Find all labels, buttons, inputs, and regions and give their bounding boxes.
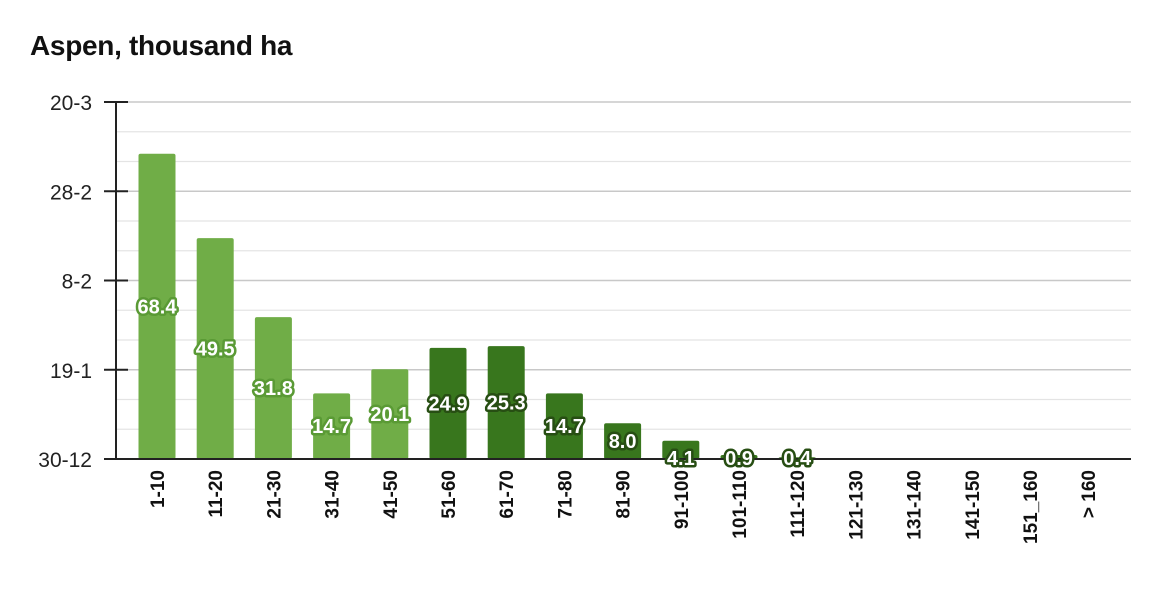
x-tick-label: 151_160 [1021, 470, 1042, 544]
x-tick-label: 11-20 [206, 470, 227, 518]
x-tick-label: 31-40 [323, 470, 344, 519]
data-label: 20.1 [370, 404, 409, 426]
x-tick-label: 71-80 [555, 470, 576, 519]
chart-title: Aspen, thousand ha [30, 30, 293, 61]
data-labels: 68.4 49.5 31.8 14.7 20.1 24.9 25.3 14.7 8.0 4.1 0.… [135, 294, 814, 473]
x-tick-label: 21-30 [264, 470, 285, 519]
y-tick-label: 8-2 [62, 271, 92, 294]
x-tick-label: 41-50 [381, 470, 402, 519]
x-tick-label: 131-140 [905, 470, 926, 540]
bars [138, 153, 816, 459]
y-tick-label: 30-12 [38, 449, 92, 472]
data-label: 0.9 [725, 448, 753, 470]
data-label: 25.3 [487, 393, 526, 415]
x-axis-tick-labels: 1-10 11-20 21-30 31-40 41-50 51-60 61-70 71-80 8… [148, 470, 1100, 544]
x-tick-label: 121-130 [846, 470, 867, 540]
bar-91-100 [662, 440, 700, 459]
bar-51-60 [429, 347, 467, 459]
data-label: 31.8 [254, 378, 293, 400]
bar-61-70 [487, 346, 525, 459]
axes [104, 101, 1131, 460]
data-label: 24.9 [429, 393, 468, 415]
x-tick-label: 91-100 [672, 470, 693, 529]
data-label: 8.0 [609, 431, 637, 453]
data-label: 4.1 [667, 448, 695, 470]
bar-11-20 [196, 238, 234, 459]
data-label: 68.4 [138, 296, 178, 318]
x-tick-label: 61-70 [497, 470, 518, 519]
x-tick-label: 141-150 [963, 470, 984, 540]
data-label: 0.4 [783, 448, 812, 470]
data-label: 14.7 [545, 416, 584, 438]
bar-101-110 [720, 454, 758, 459]
y-tick-label: 28-2 [50, 181, 92, 204]
bar-71-80 [545, 393, 583, 459]
bar-21-30 [254, 317, 292, 459]
bar-81-90 [604, 423, 642, 459]
x-tick-label: 1-10 [148, 470, 169, 508]
y-tick-label: 19-1 [50, 360, 92, 383]
x-tick-label: 81-90 [614, 470, 635, 519]
data-label: 14.7 [312, 416, 351, 438]
bar-1-10 [138, 153, 176, 459]
bar-31-40 [313, 393, 351, 459]
x-tick-label: > 160 [1079, 470, 1100, 518]
x-tick-label: 111-120 [788, 470, 809, 538]
x-tick-label: 101-110 [730, 470, 751, 539]
y-axis-tick-labels: 30-12 19-1 8-2 28-2 20-3 [38, 92, 92, 472]
data-label: 49.5 [196, 339, 235, 361]
y-tick-label: 20-3 [50, 92, 92, 115]
x-tick-label: 51-60 [439, 470, 460, 519]
bar-41-50 [371, 369, 409, 459]
